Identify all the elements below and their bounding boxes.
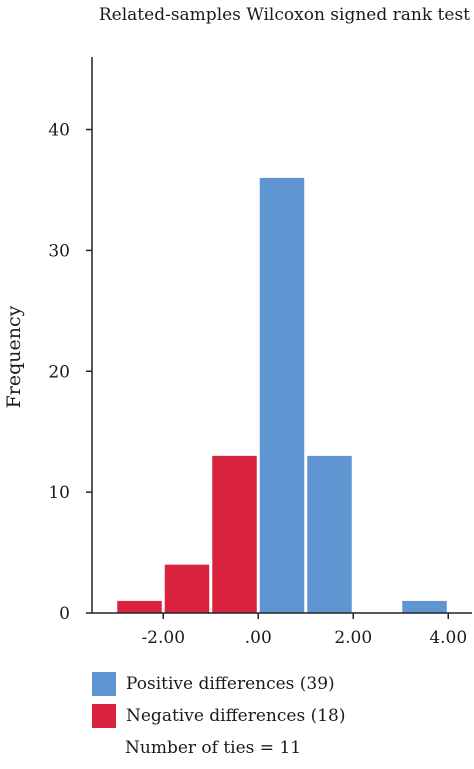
y-ticks-group: 0 10 20 30 40 [48, 121, 92, 624]
x-tick-label-0: -2.00 [141, 628, 185, 648]
ties-note: Number of ties = 11 [125, 738, 302, 758]
negative-bar-2 [212, 455, 257, 613]
x-tick-label-2: 2.00 [334, 628, 372, 648]
positive-bar-2 [402, 600, 447, 613]
x-tick-label-1: .00 [245, 628, 272, 648]
y-tick-label-3: 30 [48, 241, 70, 261]
legend-label-positive: Positive differences (39) [126, 674, 335, 694]
legend-swatch-negative [92, 704, 116, 728]
positive-bar-1 [307, 455, 352, 613]
y-tick-label-4: 40 [48, 121, 70, 141]
positive-bar-0 [259, 177, 305, 613]
y-tick-label-1: 10 [48, 483, 70, 503]
legend-item-negative: Negative differences (18) [92, 704, 346, 728]
legend-label-negative: Negative differences (18) [126, 706, 346, 726]
chart-title: Related-samples Wilcoxon signed rank tes… [98, 5, 470, 25]
x-ticks-group: -2.00 .00 2.00 4.00 [141, 613, 467, 648]
y-tick-label-2: 20 [48, 362, 70, 382]
negative-bar-1 [164, 564, 210, 613]
y-axis-label: Frequency [3, 305, 25, 408]
legend-swatch-positive [92, 672, 116, 696]
axes-group [91, 57, 472, 614]
bars-group [117, 177, 447, 613]
histogram-chart: 0 10 20 30 40 -2.00 .00 2.00 4.00 Frequency [3, 57, 472, 648]
legend-item-positive: Positive differences (39) [92, 672, 346, 696]
y-tick-label-0: 0 [59, 604, 70, 624]
x-tick-label-3: 4.00 [429, 628, 467, 648]
negative-bar-0 [117, 600, 162, 613]
legend: Positive differences (39) Negative diffe… [92, 672, 346, 736]
